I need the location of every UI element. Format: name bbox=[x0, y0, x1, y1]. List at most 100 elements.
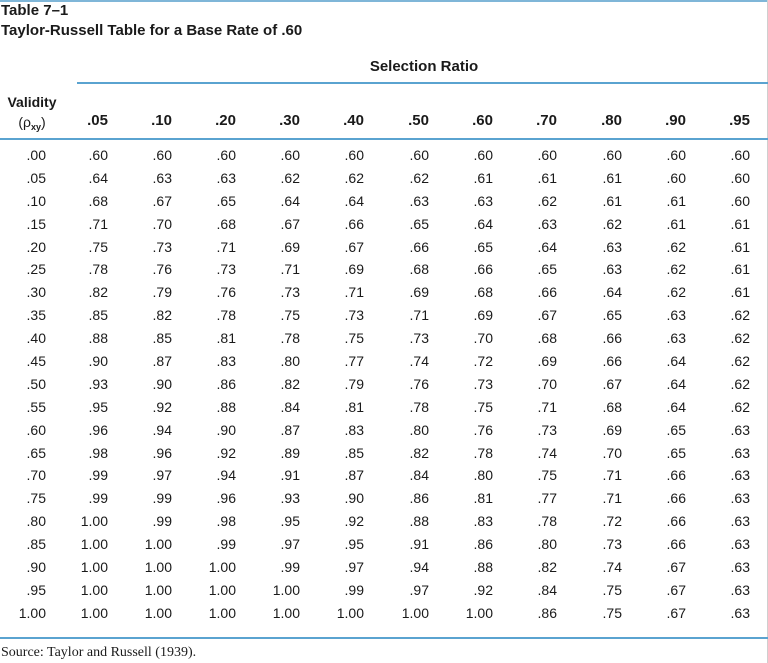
value-cell: .77 bbox=[537, 490, 557, 507]
value-cell: 1.00 bbox=[80, 559, 108, 576]
value-cell: .64 bbox=[666, 353, 686, 370]
table-row: .30 .82 .79 .76 .73 .71 .69 .68 .66 .64 .62 .61 bbox=[0, 283, 768, 306]
validity-cell: .20 bbox=[26, 238, 46, 255]
value-cell: .73 bbox=[409, 330, 429, 347]
value-cell: .90 bbox=[88, 353, 108, 370]
column-header: .20 bbox=[215, 112, 236, 129]
value-cell: .84 bbox=[409, 467, 429, 484]
value-cell: .87 bbox=[280, 421, 300, 438]
table-row: .75 .99 .99 .96 .93 .90 .86 .81 .77 .71 .66 .63 bbox=[0, 489, 768, 512]
value-cell: 1.00 bbox=[465, 604, 493, 621]
value-cell: 1.00 bbox=[401, 604, 429, 621]
value-cell: .62 bbox=[730, 353, 750, 370]
value-cell: .94 bbox=[152, 421, 172, 438]
value-cell: .63 bbox=[666, 307, 686, 324]
value-cell: 1.00 bbox=[144, 536, 172, 553]
value-cell: 1.00 bbox=[80, 581, 108, 598]
table-row: .60 .96 .94 .90 .87 .83 .80 .76 .73 .69 .65 .63 bbox=[0, 421, 768, 444]
value-cell: .63 bbox=[730, 559, 750, 576]
value-cell: .95 bbox=[280, 513, 300, 530]
value-cell: .64 bbox=[280, 192, 300, 209]
value-cell: .85 bbox=[344, 444, 364, 461]
value-cell: .67 bbox=[152, 192, 172, 209]
value-cell: .63 bbox=[602, 238, 622, 255]
value-cell: .65 bbox=[537, 261, 557, 278]
value-cell: .76 bbox=[216, 284, 236, 301]
table-row: .50 .93 .90 .86 .82 .79 .76 .73 .70 .67 .64 .62 bbox=[0, 375, 768, 398]
value-cell: .71 bbox=[409, 307, 429, 324]
value-cell: .65 bbox=[409, 215, 429, 232]
table-source: Source: Taylor and Russell (1939). bbox=[1, 645, 197, 660]
value-cell: .94 bbox=[409, 559, 429, 576]
value-cell: .60 bbox=[88, 147, 108, 163]
value-cell: .61 bbox=[730, 261, 750, 278]
value-cell: .66 bbox=[666, 467, 686, 484]
value-cell: .83 bbox=[344, 421, 364, 438]
value-cell: .62 bbox=[730, 375, 750, 392]
value-cell: .64 bbox=[666, 375, 686, 392]
value-cell: .69 bbox=[280, 238, 300, 255]
value-cell: .81 bbox=[216, 330, 236, 347]
value-cell: .66 bbox=[602, 330, 622, 347]
value-cell: .74 bbox=[409, 353, 429, 370]
value-cell: .95 bbox=[344, 536, 364, 553]
value-cell: .67 bbox=[280, 215, 300, 232]
value-cell: .63 bbox=[602, 261, 622, 278]
value-cell: .94 bbox=[216, 467, 236, 484]
value-cell: .80 bbox=[537, 536, 557, 553]
value-cell: .73 bbox=[473, 375, 493, 392]
value-cell: .80 bbox=[280, 353, 300, 370]
value-cell: .60 bbox=[537, 147, 557, 163]
value-cell: .83 bbox=[473, 513, 493, 530]
value-cell: .63 bbox=[730, 444, 750, 461]
column-header-row: .05 .10 .20 .30 .40 .50 .60 .70 .80 .90 .95 bbox=[0, 112, 768, 134]
value-cell: .61 bbox=[730, 284, 750, 301]
value-cell: .63 bbox=[152, 169, 172, 186]
value-cell: .64 bbox=[602, 284, 622, 301]
value-cell: .61 bbox=[537, 169, 557, 186]
value-cell: .65 bbox=[473, 238, 493, 255]
selection-ratio-heading: Selection Ratio bbox=[369, 58, 479, 75]
validity-cell: 1.00 bbox=[18, 604, 46, 621]
value-cell: .63 bbox=[730, 421, 750, 438]
value-cell: .81 bbox=[473, 490, 493, 507]
value-cell: .75 bbox=[344, 330, 364, 347]
value-cell: .62 bbox=[280, 169, 300, 186]
value-cell: .60 bbox=[666, 169, 686, 186]
value-cell: .82 bbox=[409, 444, 429, 461]
value-cell: .73 bbox=[280, 284, 300, 301]
value-cell: .76 bbox=[152, 261, 172, 278]
value-cell: .67 bbox=[602, 375, 622, 392]
value-cell: .67 bbox=[344, 238, 364, 255]
table-row: .10 .68 .67 .65 .64 .64 .63 .63 .62 .61 .61 .60 bbox=[0, 192, 768, 215]
value-cell: .61 bbox=[473, 169, 493, 186]
table-row: .85 1.00 1.00 .99 .97 .95 .91 .86 .80 .73 .66 .63 bbox=[0, 535, 768, 558]
value-cell: .79 bbox=[152, 284, 172, 301]
value-cell: .71 bbox=[602, 490, 622, 507]
validity-cell: .45 bbox=[26, 353, 46, 370]
value-cell: .99 bbox=[152, 490, 172, 507]
validity-cell: .00 bbox=[26, 147, 46, 163]
value-cell: .67 bbox=[666, 559, 686, 576]
top-border bbox=[0, 0, 768, 2]
value-cell: .63 bbox=[730, 513, 750, 530]
value-cell: .71 bbox=[537, 398, 557, 415]
value-cell: .88 bbox=[88, 330, 108, 347]
value-cell: .97 bbox=[280, 536, 300, 553]
value-cell: .63 bbox=[730, 536, 750, 553]
value-cell: .78 bbox=[88, 261, 108, 278]
column-header: .90 bbox=[665, 112, 686, 129]
table-row: .05 .64 .63 .63 .62 .62 .62 .61 .61 .61 .60 .60 bbox=[0, 169, 768, 192]
value-cell: .91 bbox=[409, 536, 429, 553]
value-cell: .76 bbox=[409, 375, 429, 392]
value-cell: .66 bbox=[344, 215, 364, 232]
value-cell: .79 bbox=[344, 375, 364, 392]
validity-cell: .65 bbox=[26, 444, 46, 461]
value-cell: .78 bbox=[537, 513, 557, 530]
value-cell: .98 bbox=[216, 513, 236, 530]
value-cell: .78 bbox=[216, 307, 236, 324]
value-cell: .63 bbox=[730, 604, 750, 621]
value-cell: .92 bbox=[344, 513, 364, 530]
table-row: .20 .75 .73 .71 .69 .67 .66 .65 .64 .63 .62 .61 bbox=[0, 238, 768, 261]
value-cell: 1.00 bbox=[336, 604, 364, 621]
